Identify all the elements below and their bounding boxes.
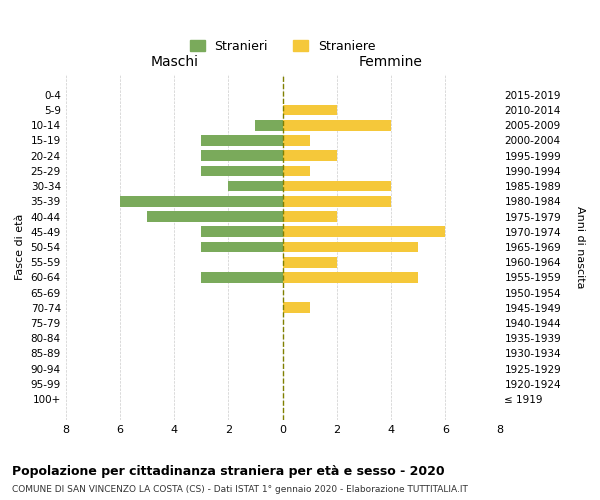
Bar [120,196,283,206]
Bar [283,211,337,222]
Bar [201,166,283,176]
Bar [283,226,445,237]
Y-axis label: Anni di nascita: Anni di nascita [575,206,585,288]
Bar [283,105,337,116]
Text: Popolazione per cittadinanza straniera per età e sesso - 2020: Popolazione per cittadinanza straniera p… [12,465,445,478]
Bar [283,196,391,206]
Bar [256,120,283,130]
Bar [201,272,283,282]
Bar [283,257,337,268]
Bar [229,181,283,192]
Bar [283,166,310,176]
Bar [283,135,310,146]
Legend: Stranieri, Straniere: Stranieri, Straniere [185,35,380,58]
Text: COMUNE DI SAN VINCENZO LA COSTA (CS) - Dati ISTAT 1° gennaio 2020 - Elaborazione: COMUNE DI SAN VINCENZO LA COSTA (CS) - D… [12,485,468,494]
Bar [283,302,310,313]
Bar [201,226,283,237]
Text: Femmine: Femmine [359,55,423,69]
Bar [283,242,418,252]
Bar [283,272,418,282]
Bar [201,242,283,252]
Bar [201,150,283,161]
Bar [283,120,391,130]
Bar [201,135,283,146]
Bar [283,150,337,161]
Y-axis label: Fasce di età: Fasce di età [15,214,25,280]
Text: Maschi: Maschi [150,55,198,69]
Bar [147,211,283,222]
Bar [283,181,391,192]
